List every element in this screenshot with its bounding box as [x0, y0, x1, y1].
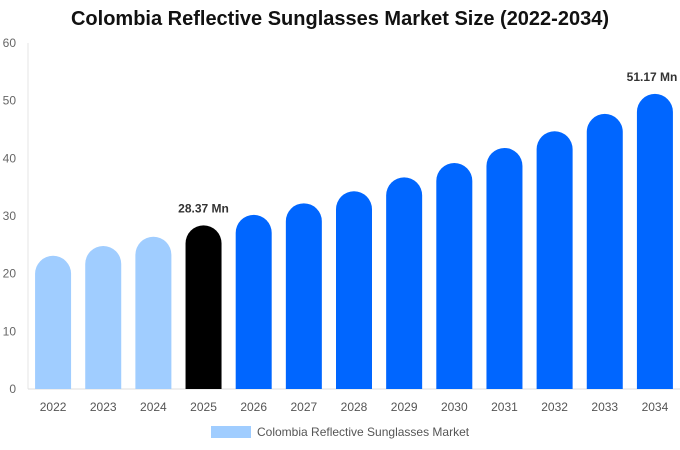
- bar-2022: [35, 255, 72, 389]
- x-tick-label: 2026: [240, 400, 267, 414]
- data-label: 51.17 Mn: [627, 70, 678, 84]
- chart-title: Colombia Reflective Sunglasses Market Si…: [70, 8, 609, 30]
- legend-swatch: [211, 426, 251, 438]
- bar-2032: [536, 131, 573, 390]
- legend: Colombia Reflective Sunglasses Market: [211, 425, 469, 439]
- y-tick-label: 40: [3, 151, 17, 165]
- x-tick-label: 2022: [40, 400, 67, 414]
- x-tick-label: 2034: [642, 400, 669, 414]
- bar-2030: [436, 162, 473, 389]
- x-tick-label: 2024: [140, 400, 167, 414]
- bar-2027: [285, 203, 322, 389]
- x-tick-label: 2032: [541, 400, 568, 414]
- x-tick-label: 2030: [441, 400, 468, 414]
- bar-2026: [235, 214, 272, 389]
- x-tick-label: 2025: [190, 400, 217, 414]
- bar-2028: [336, 191, 372, 389]
- bar-2024: [135, 236, 172, 389]
- y-tick-label: 20: [3, 267, 17, 281]
- x-tick-label: 2029: [391, 400, 418, 414]
- x-tick-label: 2033: [591, 400, 618, 414]
- bar-2025: [185, 225, 222, 389]
- x-tick-label: 2028: [341, 400, 368, 414]
- y-tick-label: 10: [3, 324, 17, 338]
- legend-label: Colombia Reflective Sunglasses Market: [257, 425, 470, 439]
- data-label: 28.37 Mn: [178, 201, 229, 215]
- bar-2031: [486, 147, 523, 389]
- bar-2023: [85, 245, 122, 389]
- bar-2029: [386, 177, 423, 389]
- x-tick-label: 2023: [90, 400, 117, 414]
- y-tick-label: 60: [3, 36, 17, 50]
- x-tick-label: 2027: [290, 400, 317, 414]
- bar-2034: [636, 93, 673, 389]
- y-tick-label: 50: [3, 94, 17, 108]
- bar-2033: [586, 113, 623, 389]
- x-tick-label: 2031: [491, 400, 518, 414]
- y-tick-label: 0: [9, 382, 16, 396]
- y-tick-label: 30: [3, 209, 17, 223]
